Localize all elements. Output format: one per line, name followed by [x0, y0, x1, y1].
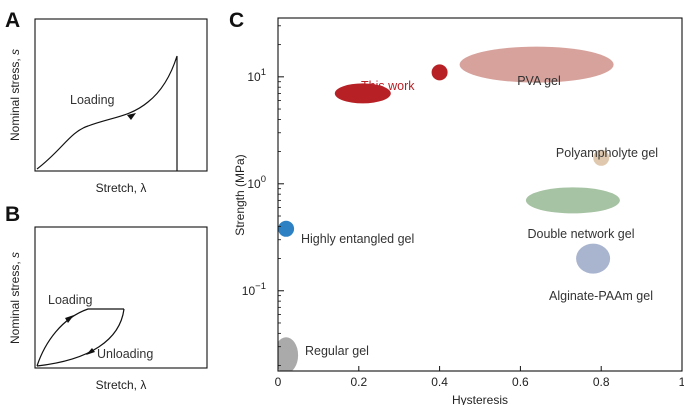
panel-a-xlabel: Stretch, λ — [96, 181, 147, 195]
chart-points — [278, 46, 620, 371]
panel-b: B Nominal stress, s Stretch, λ Loading U… — [5, 203, 208, 392]
point-marker-1 — [431, 64, 448, 81]
chart-ticks: 0 0.2 0.4 0.6 0.8 1 101 100 10−1 — [242, 25, 684, 389]
y-tick-label: 101 — [247, 67, 266, 84]
x-tick-label: 0.6 — [512, 375, 529, 389]
y-tick-label: 10−1 — [242, 281, 266, 298]
point-marker-3 — [593, 149, 610, 166]
point-label-6: Alginate-PAAm gel — [549, 289, 653, 303]
x-axis-title: Hysteresis — [452, 393, 508, 405]
unloading-curve-b — [36, 308, 125, 367]
panel-a: A Nominal stress, s Stretch, λ Loading — [5, 9, 208, 195]
panel-a-frame — [34, 18, 208, 172]
x-tick-label: 0 — [275, 375, 282, 389]
panel-b-letter: B — [5, 203, 20, 226]
x-tick-label: 0.4 — [431, 375, 448, 389]
point-label-3: Polyampholyte gel — [556, 146, 658, 160]
point-label-0: This work — [361, 79, 415, 93]
point-label-2: PVA gel — [517, 74, 561, 88]
y-tick-label: 100 — [247, 174, 266, 191]
y-axis-title: Strength (MPa) — [233, 154, 247, 235]
panel-b-xlabel: Stretch, λ — [96, 378, 147, 392]
panel-c: C 0 0.2 0.4 0.6 0.8 1 101 100 10−1 This work PVA … — [229, 9, 684, 405]
loading-label-a: Loading — [70, 93, 115, 107]
panel-b-frame — [34, 226, 208, 369]
loading-arrow-b-icon — [65, 315, 74, 323]
panel-b-ylabel: Nominal stress, s — [8, 252, 22, 344]
unloading-arrow-b-icon — [86, 348, 95, 355]
panel-a-ylabel: Nominal stress, s — [8, 49, 22, 141]
point-label-5: Highly entangled gel — [301, 232, 414, 246]
loading-curve-b — [36, 308, 124, 367]
panel-c-letter: C — [229, 9, 244, 32]
point-label-4: Double network gel — [527, 227, 634, 241]
x-tick-label: 0.2 — [350, 375, 367, 389]
point-marker-5 — [278, 220, 295, 237]
point-label-7: Regular gel — [305, 344, 369, 358]
chart-point-labels: This work PVA gel Polyampholyte gel Double … — [301, 74, 658, 358]
loading-arrow-a-icon — [127, 113, 136, 120]
point-marker-6 — [576, 243, 611, 274]
point-marker-0 — [334, 83, 391, 104]
loading-curve-a — [36, 55, 178, 171]
x-tick-label: 1 — [679, 375, 684, 389]
x-tick-label: 0.8 — [593, 375, 610, 389]
unloading-label-b: Unloading — [97, 347, 153, 361]
point-marker-2 — [459, 46, 614, 83]
panel-a-letter: A — [5, 9, 20, 32]
point-marker-7 — [278, 337, 299, 371]
point-marker-4 — [525, 187, 620, 214]
loading-label-b: Loading — [48, 293, 93, 307]
